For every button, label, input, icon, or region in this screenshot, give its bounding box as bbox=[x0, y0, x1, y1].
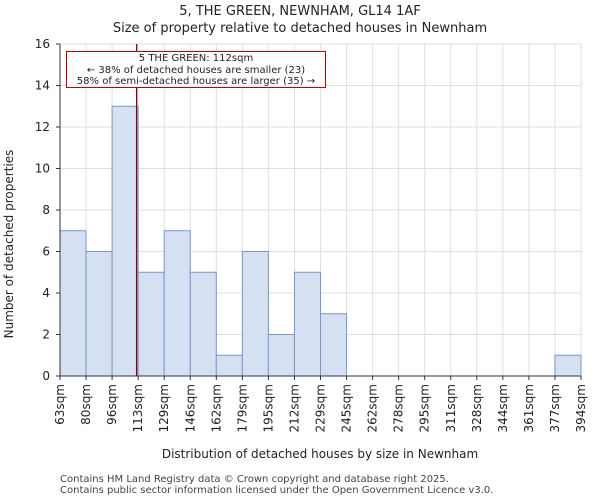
y-tick-label: 12 bbox=[35, 120, 50, 134]
x-tick-label: 80sqm bbox=[79, 384, 93, 425]
y-tick-label: 0 bbox=[42, 369, 50, 383]
bar bbox=[137, 271, 165, 377]
chart-subtitle: Size of property relative to detached ho… bbox=[112, 21, 488, 36]
y-tick-label: 10 bbox=[35, 162, 50, 176]
footer-licence: Contains public sector information licen… bbox=[60, 485, 494, 496]
bar bbox=[293, 271, 322, 377]
y-tick-label: 16 bbox=[35, 37, 50, 51]
x-tick-label: 96sqm bbox=[105, 384, 119, 425]
x-tick-label: 245sqm bbox=[340, 384, 354, 432]
x-tick-label: 311sqm bbox=[444, 384, 458, 432]
x-axis-label: Distribution of detached houses by size … bbox=[162, 447, 478, 461]
x-tick-label: 195sqm bbox=[261, 384, 275, 432]
x-tick-label: 328sqm bbox=[470, 384, 484, 432]
bar bbox=[189, 271, 217, 377]
annotation-line-1: 5 THE GREEN: 112sqm bbox=[138, 53, 254, 64]
y-tick-label: 6 bbox=[42, 245, 50, 259]
x-tick-label: 162sqm bbox=[209, 384, 223, 432]
x-tick-label: 63sqm bbox=[53, 384, 67, 425]
y-tick-labels: 0 2 4 6 8 10 12 14 16 bbox=[35, 37, 60, 383]
x-tick-label: 278sqm bbox=[392, 384, 406, 432]
y-tick-label: 14 bbox=[35, 79, 50, 93]
y-tick-label: 4 bbox=[42, 286, 50, 300]
x-tick-labels: 63sqm 80sqm 96sqm 113sqm 129sqm 146sqm 162sqm 1… bbox=[53, 376, 588, 432]
x-tick-label: 129sqm bbox=[157, 384, 171, 432]
x-tick-label: 377sqm bbox=[548, 384, 562, 432]
annotation-line-2: ← 38% of detached houses are smaller (23… bbox=[86, 64, 306, 76]
y-tick-label: 2 bbox=[42, 328, 50, 342]
bar bbox=[554, 354, 582, 377]
x-tick-label: 295sqm bbox=[418, 384, 432, 432]
annotation-box: 5 THE GREEN: 112sqm ← 38% of detached ho… bbox=[66, 51, 326, 88]
y-axis-label: Number of detached properties bbox=[2, 150, 16, 339]
annotation-line-3: 58% of semi-detached houses are larger (… bbox=[76, 76, 316, 87]
x-tick-label: 394sqm bbox=[574, 384, 588, 432]
bar bbox=[241, 251, 269, 377]
y-tick-label: 8 bbox=[42, 203, 50, 217]
chart-title: 5, THE GREEN, NEWNHAM, GL14 1AF bbox=[179, 4, 421, 19]
bar bbox=[320, 313, 348, 377]
x-tick-label: 146sqm bbox=[183, 384, 197, 432]
x-tick-label: 262sqm bbox=[366, 384, 380, 432]
x-tick-label: 212sqm bbox=[287, 384, 301, 432]
x-tick-label: 113sqm bbox=[131, 384, 145, 432]
bars bbox=[59, 105, 582, 377]
bar bbox=[267, 334, 295, 377]
bar bbox=[215, 354, 243, 377]
x-tick-label: 179sqm bbox=[235, 384, 249, 432]
bar bbox=[85, 251, 113, 377]
bar bbox=[59, 230, 87, 377]
x-tick-label: 344sqm bbox=[496, 384, 510, 432]
x-tick-label: 229sqm bbox=[314, 384, 328, 432]
bar bbox=[163, 230, 191, 377]
bar bbox=[111, 105, 139, 377]
footer-copyright: Contains HM Land Registry data © Crown c… bbox=[60, 474, 449, 485]
x-tick-label: 361sqm bbox=[522, 384, 536, 432]
